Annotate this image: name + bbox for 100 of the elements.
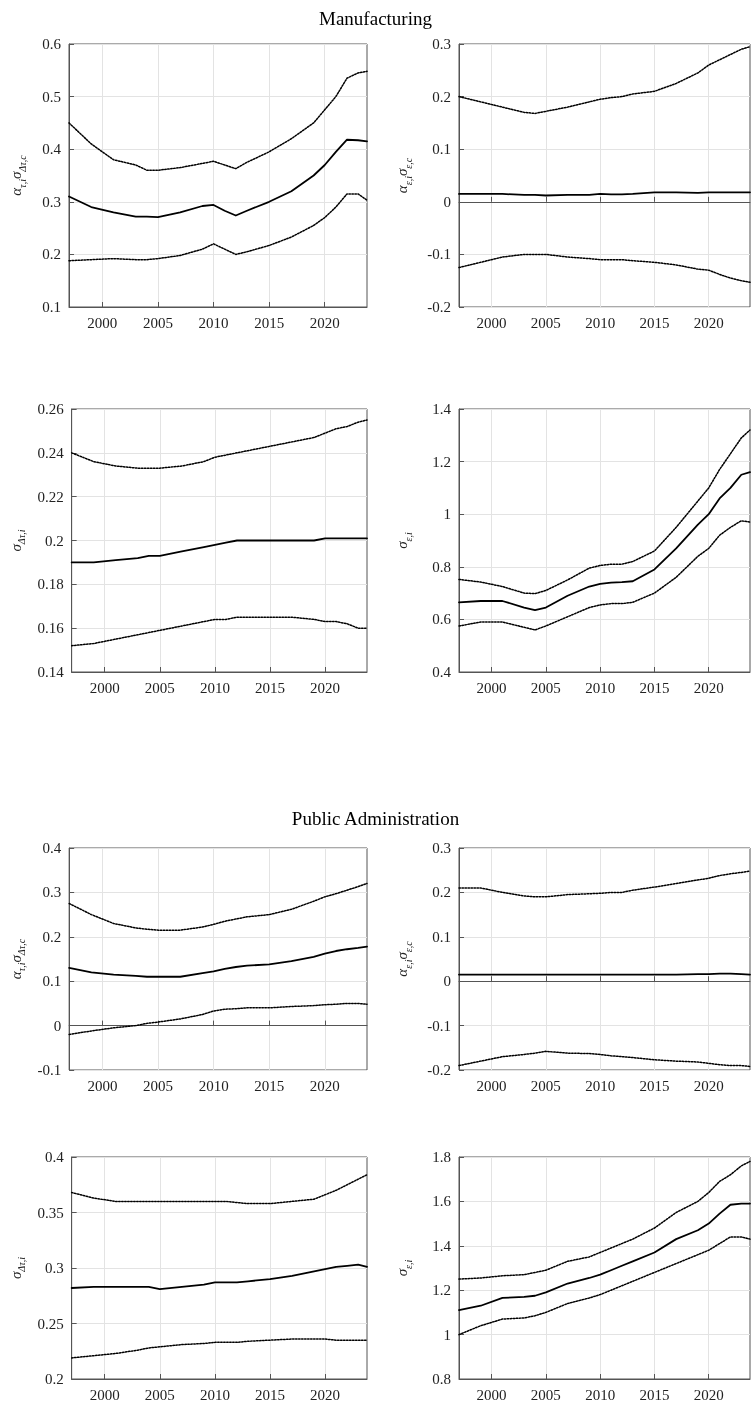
x-tick-label: 2005 [142,314,173,331]
y-tick-label: 1.4 [432,1237,452,1254]
x-tick-label: 2010 [199,679,230,696]
x-tick-label: 2010 [198,314,229,331]
y-tick-label: 0.2 [432,88,451,105]
y-tick-label: 0 [53,1017,62,1034]
y-tick-label: 0.1 [42,973,62,990]
x-tick-label: 2005 [530,314,561,331]
y-tick-label: 0.2 [44,532,64,549]
chart-title: Manufacturing [318,8,433,30]
line-series [70,419,368,469]
line-series [458,870,751,898]
x-tick-label: 2015 [255,1386,286,1403]
x-tick-label: 2015 [254,1077,285,1094]
x-tick-label: 2010 [585,1077,616,1094]
y-tick-label: 0.22 [37,488,64,505]
y-tick-label: 0.8 [432,558,451,575]
x-tick-label: 2000 [476,314,507,331]
y-tick-label: 0.26 [37,401,65,417]
x-tick-label: 2015 [639,314,670,331]
line-series [458,429,751,595]
x-tick-label: 2020 [310,679,341,696]
y-tick-label: 0.5 [42,88,61,105]
y-axis-title: ατ,iσΔτ,c [8,154,28,196]
y-tick-label: 0.3 [42,884,62,901]
y-tick-label: 0.2 [432,884,451,901]
line-series [458,471,751,612]
y-tick-label: 0.6 [42,36,62,52]
y-tick-label: 0.14 [37,664,65,680]
y-tick-label: -0.2 [427,1062,451,1078]
line-series [458,45,751,115]
x-tick-label: 2005 [530,1386,561,1403]
y-tick-label: 0.18 [37,576,64,593]
x-tick-label: 2020 [693,1077,724,1094]
line-series [458,520,751,631]
x-tick-label: 2010 [199,1386,230,1403]
x-tick-label: 2015 [255,679,286,696]
y-tick-label: 0.3 [42,193,61,210]
x-tick-label: 2020 [310,1386,341,1403]
y-tick-label: 0.8 [432,1371,451,1387]
line-series [458,1050,751,1068]
y-tick-label: 1 [443,1326,451,1343]
x-tick-label: 2015 [639,1386,670,1403]
y-tick-label: 1.8 [432,1149,451,1165]
y-tick-label: 0.3 [432,840,451,856]
y-axis-title: ατ,iσΔτ,c [7,938,27,980]
line-series [70,1174,368,1205]
y-tick-label: 1.4 [432,401,452,417]
x-tick-label: 2020 [693,679,724,696]
y-tick-label: 0.2 [42,246,61,263]
x-tick-label: 2000 [89,679,120,696]
y-tick-label: 0.16 [37,620,65,637]
y-tick-label: 0.1 [42,299,61,315]
y-tick-label: -0.1 [427,1017,451,1034]
y-axis-title: σε,i [394,1259,414,1277]
x-tick-label: 2005 [144,679,175,696]
y-tick-label: 0.2 [44,1371,64,1387]
y-tick-label: 1 [443,506,451,523]
x-tick-label: 2000 [476,1386,507,1403]
x-tick-label: 2010 [585,679,616,696]
y-axis-title: σΔτ,i [7,529,27,552]
x-tick-label: 2005 [144,1386,175,1403]
x-tick-label: 2010 [585,314,616,331]
y-tick-label: 1.2 [432,453,451,470]
y-tick-label: 0 [443,973,451,990]
y-tick-label: -0.2 [427,299,451,315]
line-series [70,616,368,647]
x-tick-label: 2005 [143,1077,174,1094]
y-tick-label: -0.1 [37,1062,62,1078]
x-tick-label: 2000 [476,679,507,696]
x-tick-label: 2020 [693,1386,724,1403]
chart-title: Public Administration [290,808,461,830]
line-series [68,1002,368,1036]
y-tick-label: 0.24 [37,444,65,461]
x-tick-label: 2000 [87,314,118,331]
y-tick-label: 0.4 [42,840,62,856]
line-series [458,1202,751,1312]
y-tick-label: 0.35 [37,1204,64,1221]
line-series [458,1236,751,1336]
y-tick-label: 0.6 [432,611,452,628]
y-tick-label: 0.4 [42,141,62,158]
line-series [70,1338,368,1359]
line-series [68,138,368,218]
x-tick-label: 2020 [309,314,340,331]
line-series [70,537,368,564]
y-axis-title: αε,iσε,c [394,157,414,194]
x-tick-label: 2010 [198,1077,229,1094]
y-tick-label: 0.4 [44,1149,65,1165]
y-tick-label: 0.1 [432,928,451,945]
x-tick-label: 2000 [476,1077,507,1094]
x-tick-label: 2000 [87,1077,118,1094]
y-tick-label: 0.4 [432,664,452,680]
x-tick-label: 2010 [585,1386,616,1403]
y-tick-label: 1.2 [432,1282,451,1299]
x-tick-label: 2015 [639,679,670,696]
line-series [68,945,368,978]
y-tick-label: 0.2 [42,928,62,945]
line-series [458,1160,751,1280]
y-tick-label: 0 [443,193,451,210]
y-tick-label: 0.1 [432,141,451,158]
